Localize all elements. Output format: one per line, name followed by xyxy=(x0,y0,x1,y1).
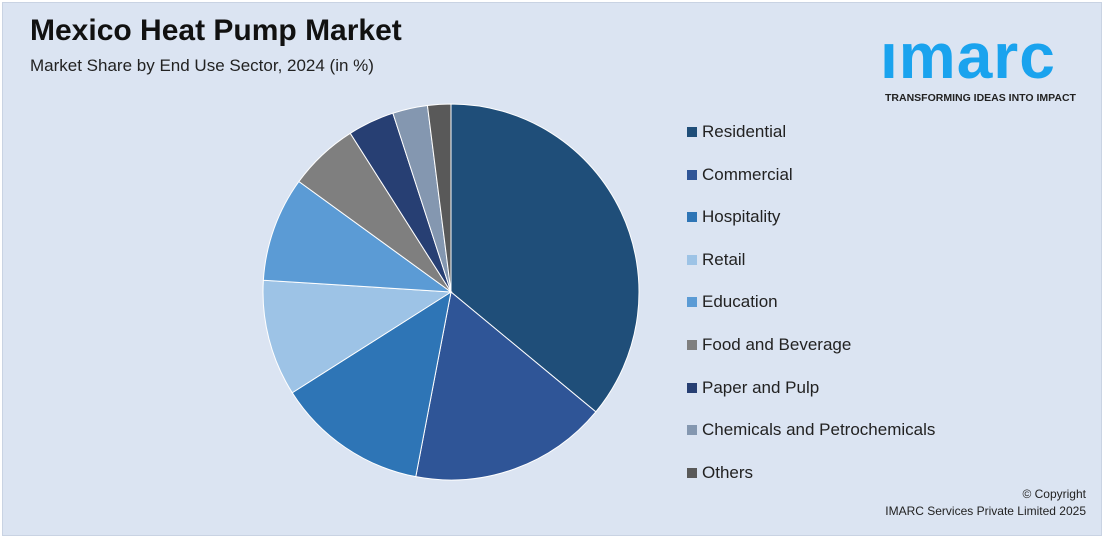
legend-label: Chemicals and Petrochemicals xyxy=(702,420,936,440)
pie-slice-hospitality xyxy=(291,290,452,478)
chart-title: Mexico Heat Pump Market xyxy=(30,14,402,47)
legend-item: Chemicals and Petrochemicals xyxy=(687,420,935,440)
copyright: © Copyright IMARC Services Private Limit… xyxy=(885,486,1086,520)
pie-slice-education xyxy=(262,180,453,293)
legend-label: Food and Beverage xyxy=(702,335,852,354)
logo-tagline: TRANSFORMING IDEAS INTO IMPACT xyxy=(885,92,1076,104)
legend-swatch xyxy=(687,467,697,478)
pie-slice-others xyxy=(426,103,452,293)
legend-swatch xyxy=(687,297,697,308)
legend-label: Commercial xyxy=(702,164,793,184)
legend-item: Residential xyxy=(687,122,786,142)
imarc-logo: ımarc TRANSFORMING IDEAS INTO IMPACT xyxy=(880,12,1095,107)
pie-slice-retail xyxy=(262,279,453,394)
pie-slice-residential xyxy=(450,103,640,413)
legend-label: Paper and Pulp xyxy=(702,377,820,397)
legend-item: Others xyxy=(687,463,753,483)
legend-item: Education xyxy=(687,292,778,312)
legend-label: Retail xyxy=(702,249,746,269)
legend-label: Others xyxy=(702,462,754,482)
legend-item: Commercial xyxy=(687,165,793,185)
legend-swatch xyxy=(687,382,697,393)
copyright-company: IMARC Services Private Limited 2025 xyxy=(885,504,1086,518)
legend-swatch xyxy=(687,254,697,265)
legend-item: Paper and Pulp xyxy=(687,378,819,398)
legend-swatch xyxy=(687,127,697,137)
chart-subtitle: Market Share by End Use Sector, 2024 (in… xyxy=(30,56,374,75)
logo-wordmark: ımarc xyxy=(880,20,1056,92)
legend-label: Hospitality xyxy=(702,207,781,227)
legend-item: Food and Beverage xyxy=(687,335,851,355)
legend-swatch xyxy=(687,340,697,350)
pie-slice-commercial xyxy=(415,291,597,481)
legend-label: Residential xyxy=(702,122,787,141)
legend-label: Education xyxy=(702,292,778,312)
legend-swatch xyxy=(687,425,697,436)
legend-swatch xyxy=(687,169,697,180)
copyright-label: © Copyright xyxy=(1022,487,1086,501)
legend-swatch xyxy=(687,212,697,223)
legend-item: Retail xyxy=(687,250,745,270)
legend-item: Hospitality xyxy=(687,207,780,227)
